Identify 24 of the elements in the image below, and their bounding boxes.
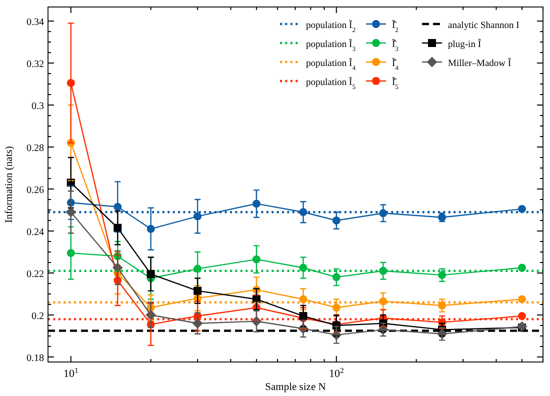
legend-label: analytic Shannon I <box>448 21 520 31</box>
y-axis-title: Information (nats) <box>4 146 15 223</box>
x-tick-label: 10$^{1}$ <box>63 366 78 380</box>
y-tick-label: 0.32 <box>26 59 44 70</box>
x-axis-title: Sample size N <box>265 382 326 393</box>
x-tick-label: 10$^{2}$ <box>328 366 344 380</box>
legend-label: Ĩ̂$_{2}$ <box>392 20 398 34</box>
y-tick-label: 0.26 <box>26 185 44 196</box>
legend-label: Ĩ̂$_{5}$ <box>392 77 400 90</box>
legend-label: population Ĩ$_{2}$ <box>306 20 356 34</box>
y-tick-label: 0.28 <box>26 143 44 154</box>
legend-label: plug-in Î <box>448 38 482 50</box>
y-tick-label: 0.34 <box>26 17 44 28</box>
y-tick-label: 0.24 <box>26 227 44 238</box>
y-tick-label: 0.22 <box>26 268 44 280</box>
y-tick-label: 0.2 <box>32 310 44 322</box>
legend-label: population Ĩ$_{3}$ <box>306 39 356 52</box>
legend-label: population Ĩ$_{4}$ <box>306 58 356 72</box>
legend-label: population Ĩ$_{5}$ <box>306 77 356 90</box>
legend-label: Miller–Madow Î <box>448 57 512 69</box>
y-tick-label: 0.18 <box>26 352 44 364</box>
legend-label: Ĩ̂$_{4}$ <box>392 58 400 72</box>
y-tick-label: 0.3 <box>32 101 44 112</box>
legend-label: Ĩ̂$_{3}$ <box>392 39 400 52</box>
